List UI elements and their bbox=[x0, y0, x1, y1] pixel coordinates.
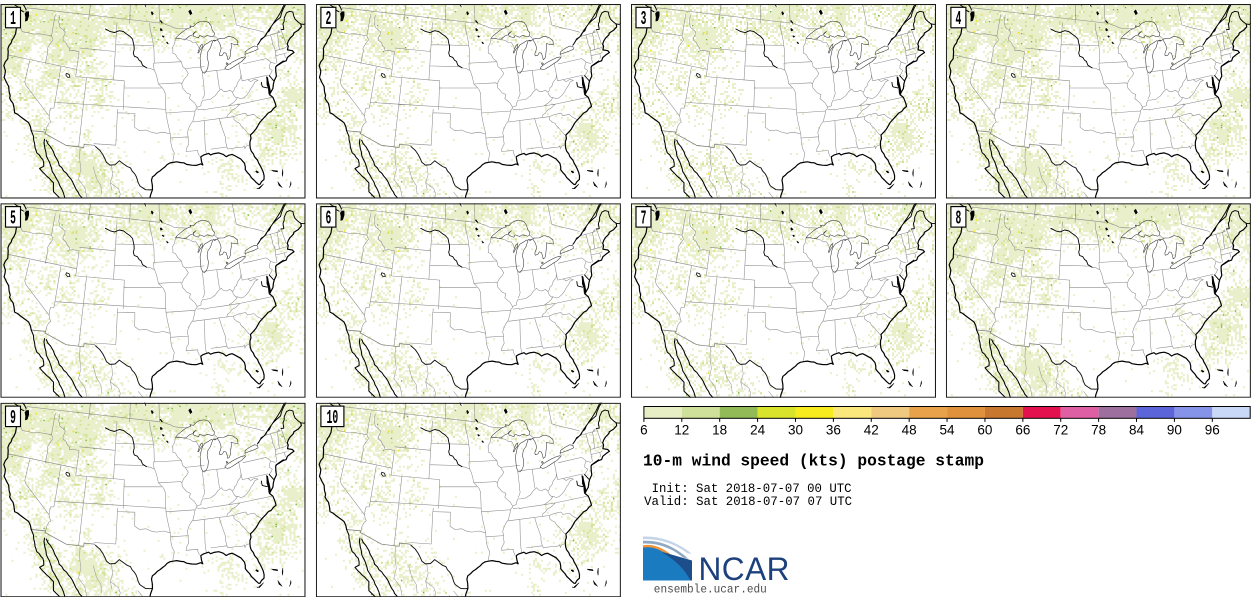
svg-text:NCAR: NCAR bbox=[699, 551, 791, 587]
svg-text:10: 10 bbox=[327, 407, 339, 429]
svg-text:8: 8 bbox=[956, 208, 962, 230]
svg-text:96: 96 bbox=[1205, 423, 1220, 438]
svg-text:Init: Sat 2018-07-07 00 UTC: Init: Sat 2018-07-07 00 UTC bbox=[652, 481, 852, 496]
svg-text:36: 36 bbox=[826, 423, 841, 438]
svg-text:12: 12 bbox=[674, 423, 689, 438]
svg-text:72: 72 bbox=[1053, 423, 1068, 438]
svg-text:42: 42 bbox=[864, 423, 879, 438]
svg-text:90: 90 bbox=[1167, 423, 1182, 438]
svg-text:78: 78 bbox=[1091, 423, 1106, 438]
svg-text:5: 5 bbox=[10, 208, 16, 230]
svg-text:9: 9 bbox=[10, 407, 16, 429]
svg-text:60: 60 bbox=[977, 423, 992, 438]
svg-text:3: 3 bbox=[641, 8, 647, 30]
svg-text:Valid: Sat 2018-07-07 07 UTC: Valid: Sat 2018-07-07 07 UTC bbox=[644, 494, 852, 509]
svg-text:30: 30 bbox=[788, 423, 803, 438]
svg-text:54: 54 bbox=[940, 423, 956, 438]
svg-text:84: 84 bbox=[1129, 423, 1145, 438]
svg-text:1: 1 bbox=[10, 8, 16, 30]
svg-text:7: 7 bbox=[641, 208, 647, 230]
svg-text:2: 2 bbox=[326, 8, 332, 30]
svg-text:24: 24 bbox=[750, 423, 766, 438]
svg-text:4: 4 bbox=[956, 8, 962, 30]
svg-text:18: 18 bbox=[712, 423, 727, 438]
svg-text:ensemble.ucar.edu: ensemble.ucar.edu bbox=[654, 583, 767, 597]
svg-text:48: 48 bbox=[902, 423, 917, 438]
svg-text:6: 6 bbox=[640, 423, 648, 438]
svg-text:6: 6 bbox=[326, 208, 332, 230]
svg-text:66: 66 bbox=[1015, 423, 1030, 438]
svg-text:10-m wind speed (kts) postage: 10-m wind speed (kts) postage stamp bbox=[643, 452, 984, 471]
